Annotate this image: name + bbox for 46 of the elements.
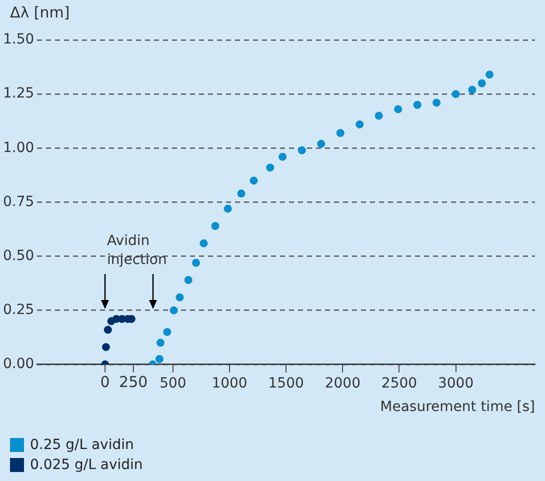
x-tick-label: 1000 (212, 375, 248, 392)
point (170, 306, 178, 314)
y-tick-label: 0.75 (3, 194, 34, 210)
point (468, 86, 476, 94)
y-tick-label: 1.00 (3, 140, 34, 156)
point (266, 164, 274, 172)
point (336, 128, 344, 137)
point (452, 90, 460, 98)
point (184, 276, 192, 284)
annotation: Avidin injection (107, 232, 168, 270)
legend-label: 0.25 g/L avidin (30, 437, 134, 453)
point (176, 293, 184, 302)
point (278, 152, 287, 161)
x-tick-label: 2000 (324, 375, 360, 392)
point (413, 100, 422, 109)
x-tick-label: 500 (160, 375, 186, 392)
point (298, 146, 306, 154)
legend-label: 0.025 g/L avidin (30, 457, 143, 473)
point (478, 79, 486, 88)
point (211, 222, 220, 230)
point (192, 258, 200, 267)
y-tick-label: 1.50 (3, 32, 34, 48)
point (356, 120, 364, 128)
x2-tick-label: 250 (119, 372, 148, 391)
x-axis-title: Measurement time [s] (380, 399, 535, 416)
y-tick-label: 0.50 (3, 248, 34, 264)
x-tick-label: 1500 (268, 375, 304, 392)
point (156, 338, 164, 347)
y-axis-title: Δλ [nm] (10, 3, 70, 22)
point (374, 112, 383, 120)
point (250, 176, 258, 185)
point (163, 328, 172, 336)
y-tick-label: 0.25 (3, 302, 34, 318)
point (155, 354, 164, 363)
point (200, 239, 208, 248)
point (237, 190, 246, 198)
x2-tick-label: 0 (100, 372, 110, 391)
point (317, 140, 326, 148)
y-tick-label: 0.00 (3, 356, 34, 372)
point (224, 204, 232, 213)
x-tick-label: 3000 (438, 375, 474, 392)
point (486, 70, 494, 79)
y-tick-label: 1.25 (3, 86, 34, 102)
point (432, 98, 441, 107)
x-tick-label: 2500 (381, 375, 418, 392)
point (394, 105, 402, 114)
